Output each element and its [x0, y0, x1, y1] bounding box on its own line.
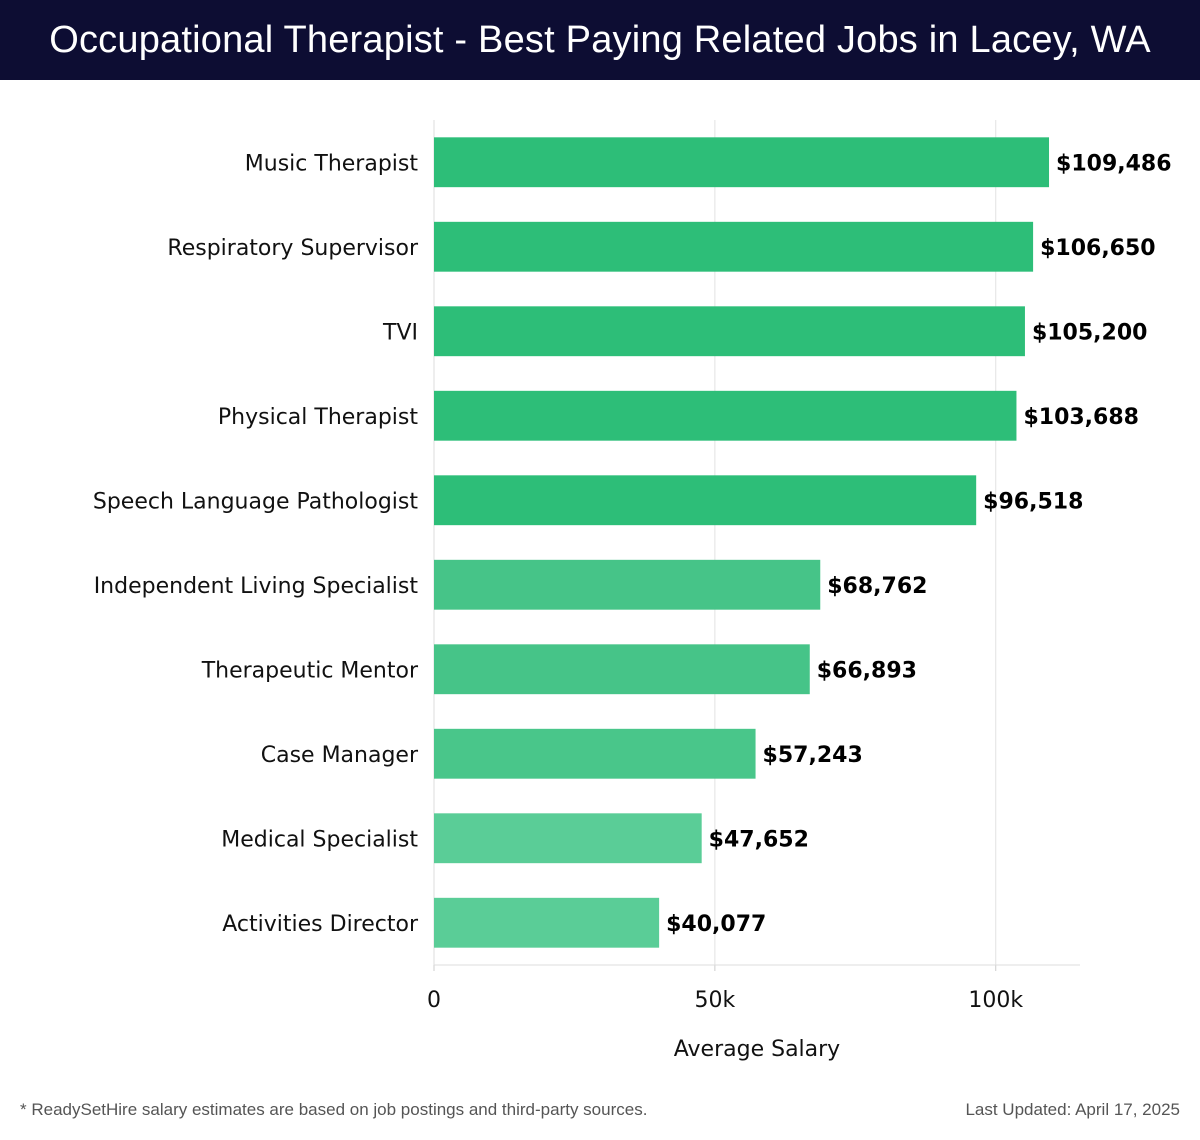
- category-label: Activities Director: [222, 912, 419, 937]
- last-updated: Last Updated: April 17, 2025: [965, 1100, 1180, 1119]
- x-axis-title: Average Salary: [674, 1037, 840, 1062]
- bar: [434, 728, 756, 779]
- category-label: Therapeutic Mentor: [201, 658, 419, 683]
- bar: [434, 475, 977, 526]
- bar: [434, 559, 821, 610]
- data-label: $105,200: [1032, 320, 1148, 345]
- category-label: TVI: [382, 320, 418, 345]
- chart-title: Occupational Therapist - Best Paying Rel…: [49, 18, 1151, 61]
- x-tick-label: 100k: [968, 988, 1023, 1013]
- salary-bar-chart: 0 50k 100k Music Therapist $109,486 Respirato…: [93, 120, 1172, 1062]
- x-tick-label: 50k: [695, 988, 736, 1013]
- category-label: Independent Living Specialist: [94, 574, 419, 599]
- category-label: Case Manager: [261, 743, 419, 768]
- data-label: $109,486: [1056, 151, 1172, 176]
- category-label: Respiratory Supervisor: [167, 236, 419, 261]
- bar: [434, 306, 1025, 357]
- category-label: Physical Therapist: [218, 405, 418, 430]
- footer-note: * ReadySetHire salary estimates are base…: [20, 1100, 648, 1119]
- title-bar: Occupational Therapist - Best Paying Rel…: [0, 0, 1200, 80]
- category-label: Medical Specialist: [221, 827, 418, 852]
- bar: [434, 221, 1034, 272]
- data-label: $57,243: [763, 743, 863, 768]
- bar: [434, 813, 702, 864]
- data-label: $106,650: [1040, 236, 1156, 261]
- category-label: Music Therapist: [245, 151, 419, 176]
- data-label: $47,652: [709, 827, 809, 852]
- data-label: $103,688: [1023, 405, 1139, 430]
- bar: [434, 390, 1017, 441]
- bar: [434, 137, 1050, 188]
- x-tick-label: 0: [427, 988, 441, 1013]
- bar: [434, 644, 810, 695]
- data-label: $96,518: [983, 489, 1083, 514]
- bar: [434, 897, 660, 948]
- category-label: Speech Language Pathologist: [93, 489, 418, 514]
- data-label: $66,893: [817, 658, 917, 683]
- data-label: $40,077: [666, 912, 766, 937]
- data-label: $68,762: [827, 574, 927, 599]
